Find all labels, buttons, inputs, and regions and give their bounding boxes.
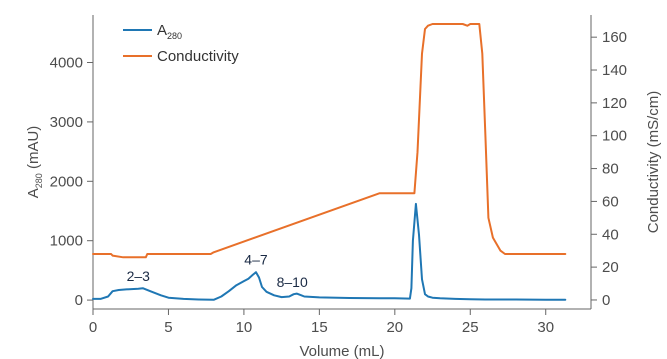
series-line-conductivity [92, 23, 567, 259]
x-tick-label: 0 [89, 319, 97, 336]
right-y-tick-label: 160 [602, 29, 627, 46]
right-y-tick-label: 140 [602, 62, 627, 79]
series-layer [92, 23, 567, 301]
right-y-tick-label: 60 [602, 193, 619, 210]
left-y-axis-title-unit: (mAU) [25, 126, 42, 174]
x-tick-label: 5 [164, 319, 172, 336]
left-y-tick-label: 0 [75, 292, 83, 309]
right-y-tick-label: 120 [602, 95, 627, 112]
left-y-axis-title-sub: 280 [34, 173, 44, 188]
right-y-ticks: 0 20 40 60 80 100 120 140 160 [591, 29, 627, 309]
right-y-tick-label: 40 [602, 226, 619, 243]
right-y-axis-title: Conductivity (mS/cm) [645, 91, 662, 234]
left-y-tick-label: 3000 [50, 114, 83, 131]
left-y-axis-title-main: A [25, 188, 42, 198]
legend: A280 Conductivity [123, 22, 239, 65]
x-tick-label: 15 [311, 319, 328, 336]
annotation-layer: 2–3 4–7 8–10 [127, 252, 308, 291]
left-y-tick-label: 4000 [50, 55, 83, 72]
series-line-a280 [92, 202, 567, 301]
x-tick-label: 30 [537, 319, 554, 336]
right-y-tick-label: 100 [602, 128, 627, 145]
x-tick-label: 10 [236, 319, 253, 336]
legend-label-a280-sub: 280 [167, 31, 182, 41]
left-y-axis: 0 1000 2000 3000 4000 [50, 15, 94, 309]
right-y-tick-label: 0 [602, 292, 610, 309]
legend-label-a280-main: A [157, 22, 167, 39]
legend-label-conductivity: Conductivity [157, 48, 239, 65]
right-y-axis: 0 20 40 60 80 100 120 140 160 [590, 15, 627, 309]
peak-annotation: 4–7 [244, 252, 268, 268]
peak-annotation: 2–3 [127, 268, 151, 284]
x-tick-label: 20 [386, 319, 403, 336]
x-axis-title: Volume (mL) [299, 343, 384, 359]
left-y-axis-title: A280 (mAU) [25, 126, 44, 199]
left-y-tick-label: 1000 [50, 233, 83, 250]
right-y-tick-label: 20 [602, 259, 619, 276]
legend-label-a280: A280 [157, 22, 182, 41]
x-ticks: 0 5 10 15 20 25 30 [89, 309, 554, 336]
x-tick-label: 25 [462, 319, 479, 336]
peak-annotation: 8–10 [277, 274, 308, 290]
left-y-tick-label: 2000 [50, 173, 83, 190]
left-y-ticks: 0 1000 2000 3000 4000 [50, 55, 93, 309]
x-axis: 0 5 10 15 20 25 30 [89, 308, 591, 336]
right-y-tick-label: 80 [602, 161, 619, 178]
